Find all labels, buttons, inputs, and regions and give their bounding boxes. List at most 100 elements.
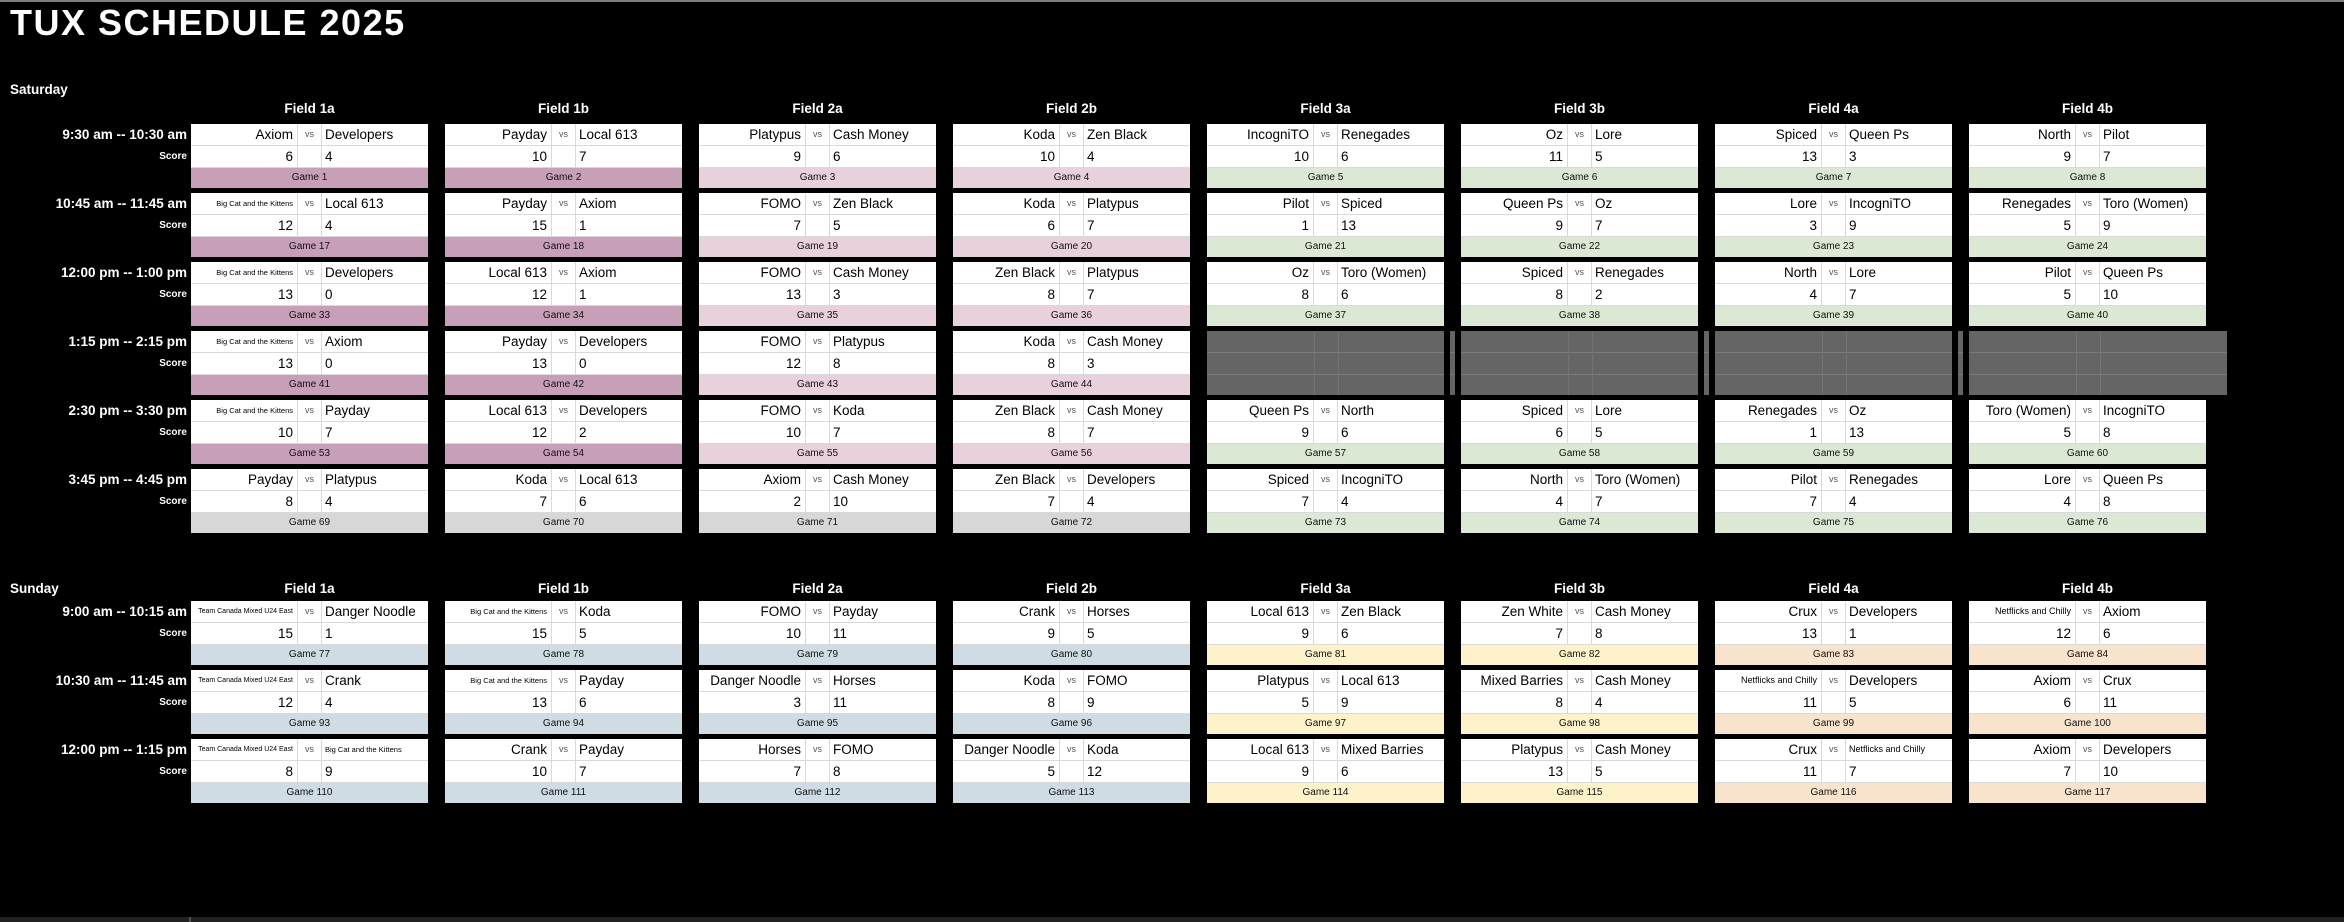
game-label: Game 6 xyxy=(1461,168,1698,188)
team1-name: Payday xyxy=(191,469,298,490)
team2-score: 8 xyxy=(833,764,841,779)
vs-label: vs xyxy=(1060,400,1084,421)
team2-name: Local 613 xyxy=(579,472,638,487)
team2-name: Local 613 xyxy=(579,127,638,142)
score-spacer xyxy=(1314,623,1338,644)
score-spacer xyxy=(1060,215,1084,236)
game-block: FOMO vs Platypus 12 8 Game 43 xyxy=(699,331,936,395)
team2-name: IncogniTO xyxy=(1341,472,1404,487)
team2-name: Lore xyxy=(1595,403,1623,418)
team2-score: 1 xyxy=(1849,626,1857,641)
vs-label: vs xyxy=(1314,739,1338,760)
vs-label: vs xyxy=(1060,469,1084,490)
game-label: Game 83 xyxy=(1715,645,1952,665)
team2-name: Toro (Women) xyxy=(2103,196,2189,211)
score-row: 13 0 xyxy=(191,353,428,375)
team2-score: 13 xyxy=(1849,425,1865,440)
grid-line xyxy=(2100,331,2101,395)
team2-name: Platypus xyxy=(325,472,377,487)
field-header: Field 2a xyxy=(792,581,843,596)
game-label: Game 114 xyxy=(1207,783,1444,803)
vs-label: vs xyxy=(806,262,830,283)
score-row: 15 5 xyxy=(445,623,682,645)
game-label: Game 73 xyxy=(1207,513,1444,533)
field-header: Field 3b xyxy=(1553,101,1605,116)
game-label: Game 74 xyxy=(1461,513,1698,533)
team1-score: 8 xyxy=(953,284,1060,305)
time-label: 12:00 pm -- 1:00 pm xyxy=(60,265,187,280)
score-spacer xyxy=(1822,146,1846,167)
game-block: Team Canada Mixed U24 East vs Big Cat and … xyxy=(191,739,428,803)
block-divider xyxy=(1952,331,1958,395)
game-label: Game 94 xyxy=(445,714,682,734)
score-spacer xyxy=(1568,491,1592,512)
team1-name: Koda xyxy=(953,193,1060,214)
team1-score: 1 xyxy=(1715,422,1822,443)
team2-name: Cash Money xyxy=(833,472,909,487)
score-spacer xyxy=(806,146,830,167)
vs-label: vs xyxy=(552,262,576,283)
score-spacer xyxy=(1822,422,1846,443)
field-header: Field 3a xyxy=(1300,101,1351,116)
team2-score: 4 xyxy=(1849,494,1857,509)
grid-line xyxy=(1822,331,1823,395)
team1-name: North xyxy=(1461,469,1568,490)
vs-label: vs xyxy=(1060,670,1084,691)
matchup-row: FOMO vs Cash Money xyxy=(699,262,936,284)
team1-name: North xyxy=(1715,262,1822,283)
team2-name: Renegades xyxy=(1595,265,1665,280)
team2-score: 6 xyxy=(2103,626,2111,641)
team1-score: 6 xyxy=(1461,422,1568,443)
matchup-row: FOMO vs Koda xyxy=(699,400,936,422)
vs-label: vs xyxy=(1568,670,1592,691)
matchup-row: Big Cat and the Kittens vs Koda xyxy=(445,601,682,623)
time-label: 9:30 am -- 10:30 am xyxy=(62,127,187,142)
matchup-row: Crux vs Netflicks and Chilly xyxy=(1715,739,1952,761)
matchup-row: Payday vs Local 613 xyxy=(445,124,682,146)
team1-score: 15 xyxy=(445,623,552,644)
game-label: Game 1 xyxy=(191,168,428,188)
team2-score: 7 xyxy=(325,425,333,440)
game-block: FOMO vs Payday 10 11 Game 79 xyxy=(699,601,936,665)
score-spacer xyxy=(806,623,830,644)
game-block: Crank vs Horses 9 5 Game 80 xyxy=(953,601,1190,665)
vs-label: vs xyxy=(1314,193,1338,214)
team2-name: Axiom xyxy=(2103,604,2141,619)
game-label: Game 38 xyxy=(1461,306,1698,326)
game-block: Koda vs Zen Black 10 4 Game 4 xyxy=(953,124,1190,188)
score-row: 1 13 xyxy=(1207,215,1444,237)
team2-score: 9 xyxy=(1087,695,1095,710)
team2-name: Developers xyxy=(325,127,394,142)
score-row: 15 1 xyxy=(445,215,682,237)
team2-name: Developers xyxy=(2103,742,2172,757)
column-edge-tick xyxy=(189,917,191,922)
matchup-row: Oz vs Lore xyxy=(1461,124,1698,146)
game-block: Crux vs Developers 13 1 Game 83 xyxy=(1715,601,1952,665)
score-row: 13 0 xyxy=(191,284,428,306)
score-row: 10 7 xyxy=(445,761,682,783)
matchup-row: Lore vs Queen Ps xyxy=(1969,469,2206,491)
game-label: Game 36 xyxy=(953,306,1190,326)
score-row: 13 0 xyxy=(445,353,682,375)
game-block: Zen Black vs Developers 7 4 Game 72 xyxy=(953,469,1190,533)
score-spacer xyxy=(552,215,576,236)
team2-score: 5 xyxy=(1849,695,1857,710)
team1-score: 8 xyxy=(953,353,1060,374)
score-spacer xyxy=(1314,491,1338,512)
team2-score: 8 xyxy=(2103,494,2111,509)
team1-score: 7 xyxy=(1207,491,1314,512)
matchup-row: Netflicks and Chilly vs Axiom xyxy=(1969,601,2206,623)
team2-score: 6 xyxy=(833,149,841,164)
score-row: 11 5 xyxy=(1461,146,1698,168)
vs-label: vs xyxy=(2076,193,2100,214)
team1-score: 12 xyxy=(445,284,552,305)
score-spacer xyxy=(1060,284,1084,305)
